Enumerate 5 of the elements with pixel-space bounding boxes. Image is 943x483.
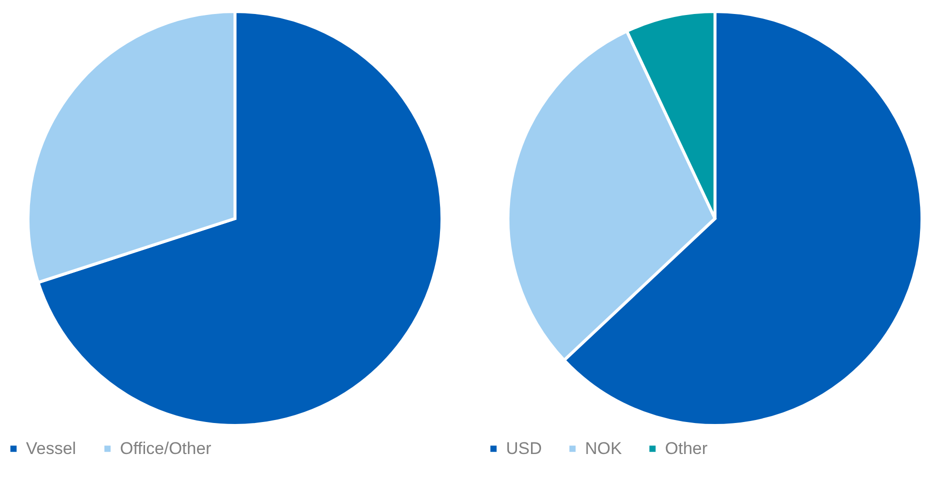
legend-label: USD (506, 438, 542, 458)
legend-label: Office/Other (120, 438, 212, 458)
legend-label: NOK (585, 438, 622, 458)
legend-label: Other (665, 438, 708, 458)
legend-label: Vessel (26, 438, 76, 458)
